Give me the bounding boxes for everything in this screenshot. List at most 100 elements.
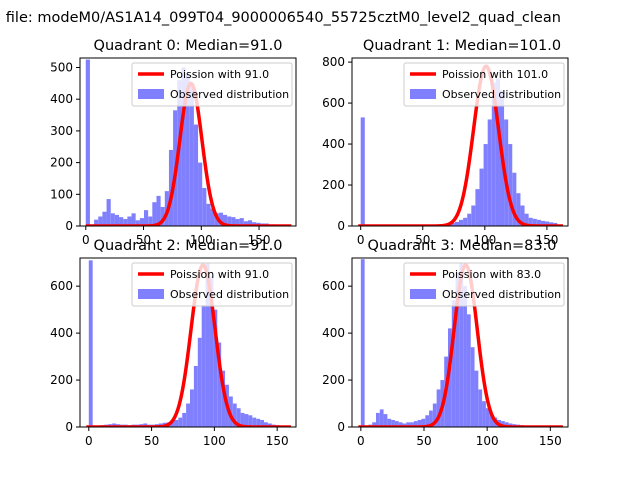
histogram-bar [410,422,414,427]
histogram-bar [197,337,202,427]
histogram-bar [536,219,541,226]
y-tick-label: 200 [50,373,73,387]
histogram-bar [221,370,226,427]
histogram-bar [450,222,455,226]
quadrant-3-plot: 0 50 100 150 0 200 400 600 Poission with 83.0 Obs… [322,238,569,448]
legend-box [403,62,565,107]
histogram-bar [263,422,268,427]
legend-observed-swatch [138,89,164,99]
histogram-bar [501,421,505,427]
quadrant-2-axes-frame [79,257,297,428]
histogram-bar [217,342,222,427]
histogram-bar [387,418,392,427]
histogram-bar [474,370,479,427]
histogram-bar [119,217,124,226]
quadrant-3-title: Quadrant 3: Median=83.0 [368,238,557,254]
histogram-bar [152,202,157,226]
histogram-bar [432,403,437,427]
legend-poisson-label: Poission with 91.0 [170,268,269,281]
x-tick-label: 50 [136,233,151,247]
histogram-bar [376,412,380,427]
histogram-bar [429,410,433,427]
histogram-bar [463,217,468,226]
legend-box [403,262,565,307]
histogram-bar [174,419,179,427]
legend-observed-label: Observed distribution [442,288,561,301]
histogram-bar [483,144,488,226]
histogram-bar [143,423,148,427]
legend-observed-label: Observed distribution [170,288,289,301]
histogram-bar [247,220,253,226]
histogram-bar [516,193,521,226]
legend-observed-swatch [410,89,436,99]
legend-box [131,62,293,107]
quadrant-2-title: Quadrant 2: Median=91.0 [94,238,283,254]
histogram-bar [198,162,203,226]
histogram-bar [383,414,388,427]
histogram-bar [94,219,99,226]
histogram-bar [102,211,107,226]
quadrant-0-plot: 0 50 100 150 0 100 200 300 400 500 Poission with 9… [50,38,297,247]
y-tick-label: 200 [322,373,345,387]
histogram-bar [209,276,214,427]
histogram-bar [232,403,237,427]
y-tick-label: 800 [322,55,345,69]
histogram-bar [243,221,248,226]
histogram-bar [470,347,475,427]
histogram-bar [112,423,117,427]
histogram-bar [360,259,365,427]
histogram-bar [495,78,500,226]
histogram-bar [218,212,223,226]
histogram-bar [114,214,120,226]
histogram-bar [110,213,115,226]
histogram-bar [98,216,103,226]
x-tick-label: 100 [473,233,496,247]
histogram-bar [487,119,492,226]
y-tick-label: 0 [65,219,73,233]
histogram-bar [545,221,550,226]
quadrant-3-axes-frame [351,257,569,428]
x-tick-label: 150 [248,233,271,247]
x-tick-label: 100 [476,434,499,448]
y-tick-label: 200 [50,156,73,170]
y-tick-label: 500 [50,61,73,75]
histogram-bar [260,419,264,427]
histogram-bar [478,389,483,427]
histogram-bar [436,389,441,427]
histogram-bar [451,300,456,427]
legend-observed-label: Observed distribution [170,88,289,101]
histogram-bar [540,220,546,226]
histogram-bar [236,408,241,427]
histogram-bar [402,423,407,427]
histogram-bar [459,262,464,427]
histogram-bar [168,149,174,226]
histogram-bar [256,418,261,427]
histogram-bar [524,213,529,226]
histogram-bar [139,218,144,226]
histogram-bar [406,422,411,427]
histogram-bar [123,219,128,226]
y-tick-label: 200 [322,178,345,192]
histogram-bar [222,214,228,226]
histogram-bar [532,218,537,226]
quadrant-1-plot: 0 50 100 150 0 200 400 600 800 Poission with 101.… [322,38,569,247]
histogram-bar [485,408,490,427]
histogram-bar [421,418,426,427]
histogram-bar [193,124,199,226]
histogram-bar [391,419,395,427]
x-tick-label: 50 [416,434,431,448]
quadrant-0-title: Quadrant 0: Median=91.0 [94,38,283,54]
x-tick-label: 50 [415,233,430,247]
histogram-bar [467,213,472,226]
histogram-bar [201,304,206,427]
histogram-bar [205,262,210,427]
x-tick-label: 100 [190,233,213,247]
legend-poisson-label: Poission with 91.0 [170,68,269,81]
histogram-bar [178,417,183,427]
histogram-bar [372,422,376,427]
histogram-bar [248,415,253,427]
histogram-bar [202,187,207,226]
histogram-bar [454,221,460,226]
y-tick-label: 400 [322,137,345,151]
